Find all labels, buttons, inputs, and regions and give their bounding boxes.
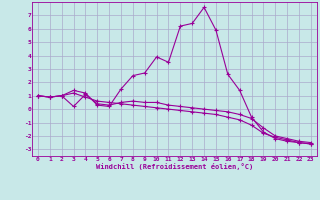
X-axis label: Windchill (Refroidissement éolien,°C): Windchill (Refroidissement éolien,°C) (96, 163, 253, 170)
